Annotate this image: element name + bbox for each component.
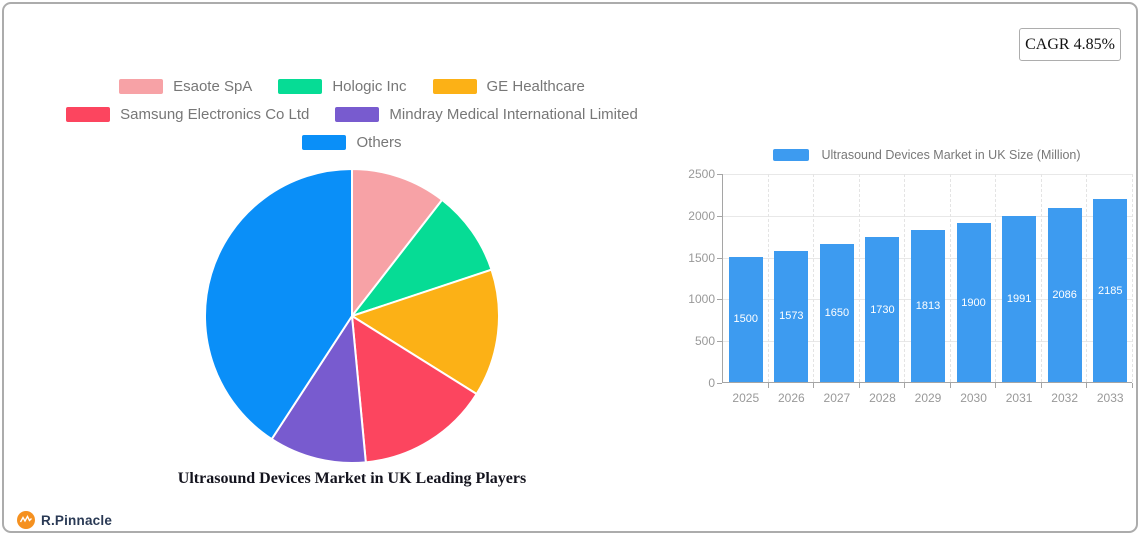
bar-value-label: 1650 bbox=[824, 307, 850, 320]
bar-legend-item[interactable]: Ultrasound Devices Market in UK Size (Mi… bbox=[722, 146, 1132, 164]
pie-slice[interactable] bbox=[349, 198, 493, 318]
legend-swatch bbox=[432, 79, 477, 94]
legend-label: Others bbox=[356, 134, 402, 151]
x-gridline bbox=[1040, 174, 1042, 382]
bar[interactable]: 2185 bbox=[1093, 199, 1128, 382]
pie-chart-title: Ultrasound Devices Market in UK Leading … bbox=[177, 470, 527, 487]
pie-slice[interactable] bbox=[351, 168, 444, 319]
bar[interactable]: 1900 bbox=[956, 223, 991, 382]
pie-chart bbox=[204, 168, 500, 464]
pie-legend: Esaote SpA Hologic Inc GE Healthcare Samsun… bbox=[32, 78, 672, 151]
bar-value-label: 1730 bbox=[870, 303, 895, 316]
x-axis-tick bbox=[767, 383, 769, 388]
x-axis-category-label: 2027 bbox=[823, 391, 851, 405]
x-gridline bbox=[949, 174, 951, 382]
x-axis-category-label: 2031 bbox=[1005, 391, 1033, 405]
pie-slice[interactable] bbox=[270, 313, 367, 464]
bar-value-label: 2086 bbox=[1052, 288, 1077, 301]
legend-swatch bbox=[278, 79, 323, 94]
pie-slice[interactable] bbox=[349, 268, 500, 396]
y-gridline bbox=[723, 174, 1132, 175]
x-axis-category-label: 2025 bbox=[732, 391, 760, 405]
x-axis-category-label: 2030 bbox=[960, 391, 987, 405]
pie-legend-item[interactable]: Mindray Medical International Limited bbox=[335, 106, 638, 123]
legend-label: GE Healthcare bbox=[486, 78, 585, 95]
x-gridline bbox=[995, 174, 997, 382]
bar[interactable]: 1991 bbox=[1002, 215, 1037, 382]
x-gridline bbox=[1132, 174, 1133, 382]
brand-pulse-icon bbox=[17, 511, 35, 529]
y-axis-tick bbox=[717, 174, 722, 175]
y-axis-tick bbox=[717, 299, 722, 301]
cagr-badge: CAGR 4.85% bbox=[1019, 28, 1121, 61]
y-axis-tick bbox=[717, 215, 722, 217]
bar[interactable]: 1573 bbox=[774, 250, 809, 382]
legend-swatch bbox=[335, 107, 380, 122]
pie-legend-item[interactable]: Esaote SpA bbox=[119, 78, 252, 95]
pie-legend-item[interactable]: Others bbox=[302, 134, 402, 151]
bar-value-label: 1991 bbox=[1006, 292, 1032, 305]
x-gridline bbox=[1086, 174, 1088, 382]
pie-slice[interactable] bbox=[350, 314, 478, 464]
bar[interactable]: 1500 bbox=[728, 256, 763, 382]
y-axis-tick-label: 0 bbox=[708, 376, 715, 390]
x-gridline bbox=[813, 174, 815, 382]
bar-legend-swatch bbox=[773, 149, 810, 161]
y-axis-tick bbox=[717, 341, 722, 343]
pie-legend-item[interactable]: Hologic Inc bbox=[278, 78, 407, 95]
x-gridline bbox=[904, 174, 906, 382]
y-axis-tick-label: 1000 bbox=[688, 292, 715, 307]
legend-swatch bbox=[302, 135, 347, 150]
pie-legend-item[interactable]: Samsung Electronics Co Ltd bbox=[66, 106, 309, 123]
brand-name: R.Pinnacle bbox=[41, 512, 113, 528]
x-axis-tick bbox=[1132, 383, 1133, 388]
y-axis-tick bbox=[717, 257, 722, 259]
pie-slice[interactable] bbox=[204, 168, 353, 441]
x-axis-tick bbox=[858, 383, 860, 388]
x-axis-tick bbox=[995, 383, 997, 388]
x-axis-category-label: 2032 bbox=[1051, 391, 1078, 405]
bar-value-label: 1573 bbox=[779, 310, 804, 323]
bar[interactable]: 1730 bbox=[865, 237, 900, 382]
brand-logo: R.Pinnacle bbox=[17, 511, 112, 529]
y-axis-tick-label: 2500 bbox=[688, 167, 715, 181]
bar[interactable]: 1650 bbox=[819, 244, 854, 382]
legend-label: Mindray Medical International Limited bbox=[389, 106, 638, 123]
x-axis-category-label: 2033 bbox=[1096, 391, 1124, 405]
x-gridline bbox=[858, 174, 860, 382]
x-axis-category-label: 2029 bbox=[914, 391, 942, 405]
bar-chart-plot-area: 0 500 1000 1500 2000 2500 1500 2025 1573 2026 1650… bbox=[688, 167, 1133, 405]
x-axis-category-label: 2028 bbox=[869, 391, 896, 405]
bar-value-label: 2185 bbox=[1097, 284, 1123, 297]
y-axis-tick-label: 500 bbox=[694, 334, 715, 349]
pie-legend-item[interactable]: GE Healthcare bbox=[432, 78, 585, 95]
legend-swatch bbox=[66, 107, 111, 122]
x-axis-tick bbox=[1040, 383, 1042, 388]
x-axis-tick bbox=[949, 383, 951, 388]
x-axis-tick bbox=[813, 383, 815, 388]
y-axis-tick bbox=[717, 383, 722, 384]
bar[interactable]: 2086 bbox=[1047, 207, 1082, 382]
y-axis-tick-label: 1500 bbox=[688, 250, 715, 265]
bar-value-label: 1900 bbox=[961, 296, 986, 309]
x-axis-tick bbox=[1086, 383, 1088, 388]
bar-legend-label: Ultrasound Devices Market in UK Size (Mi… bbox=[821, 148, 1081, 162]
bar-value-label: 1500 bbox=[733, 313, 758, 326]
y-axis-tick-label: 2000 bbox=[688, 208, 715, 223]
bar-value-label: 1813 bbox=[915, 300, 941, 313]
legend-label: Samsung Electronics Co Ltd bbox=[120, 106, 310, 123]
bar[interactable]: 1813 bbox=[911, 230, 945, 382]
x-axis-tick bbox=[904, 383, 906, 388]
x-axis-category-label: 2026 bbox=[777, 391, 805, 405]
legend-swatch bbox=[119, 79, 164, 94]
legend-label: Hologic Inc bbox=[332, 78, 407, 95]
legend-label: Esaote SpA bbox=[173, 78, 253, 95]
x-gridline bbox=[767, 174, 769, 382]
y-gridline bbox=[723, 215, 1132, 217]
